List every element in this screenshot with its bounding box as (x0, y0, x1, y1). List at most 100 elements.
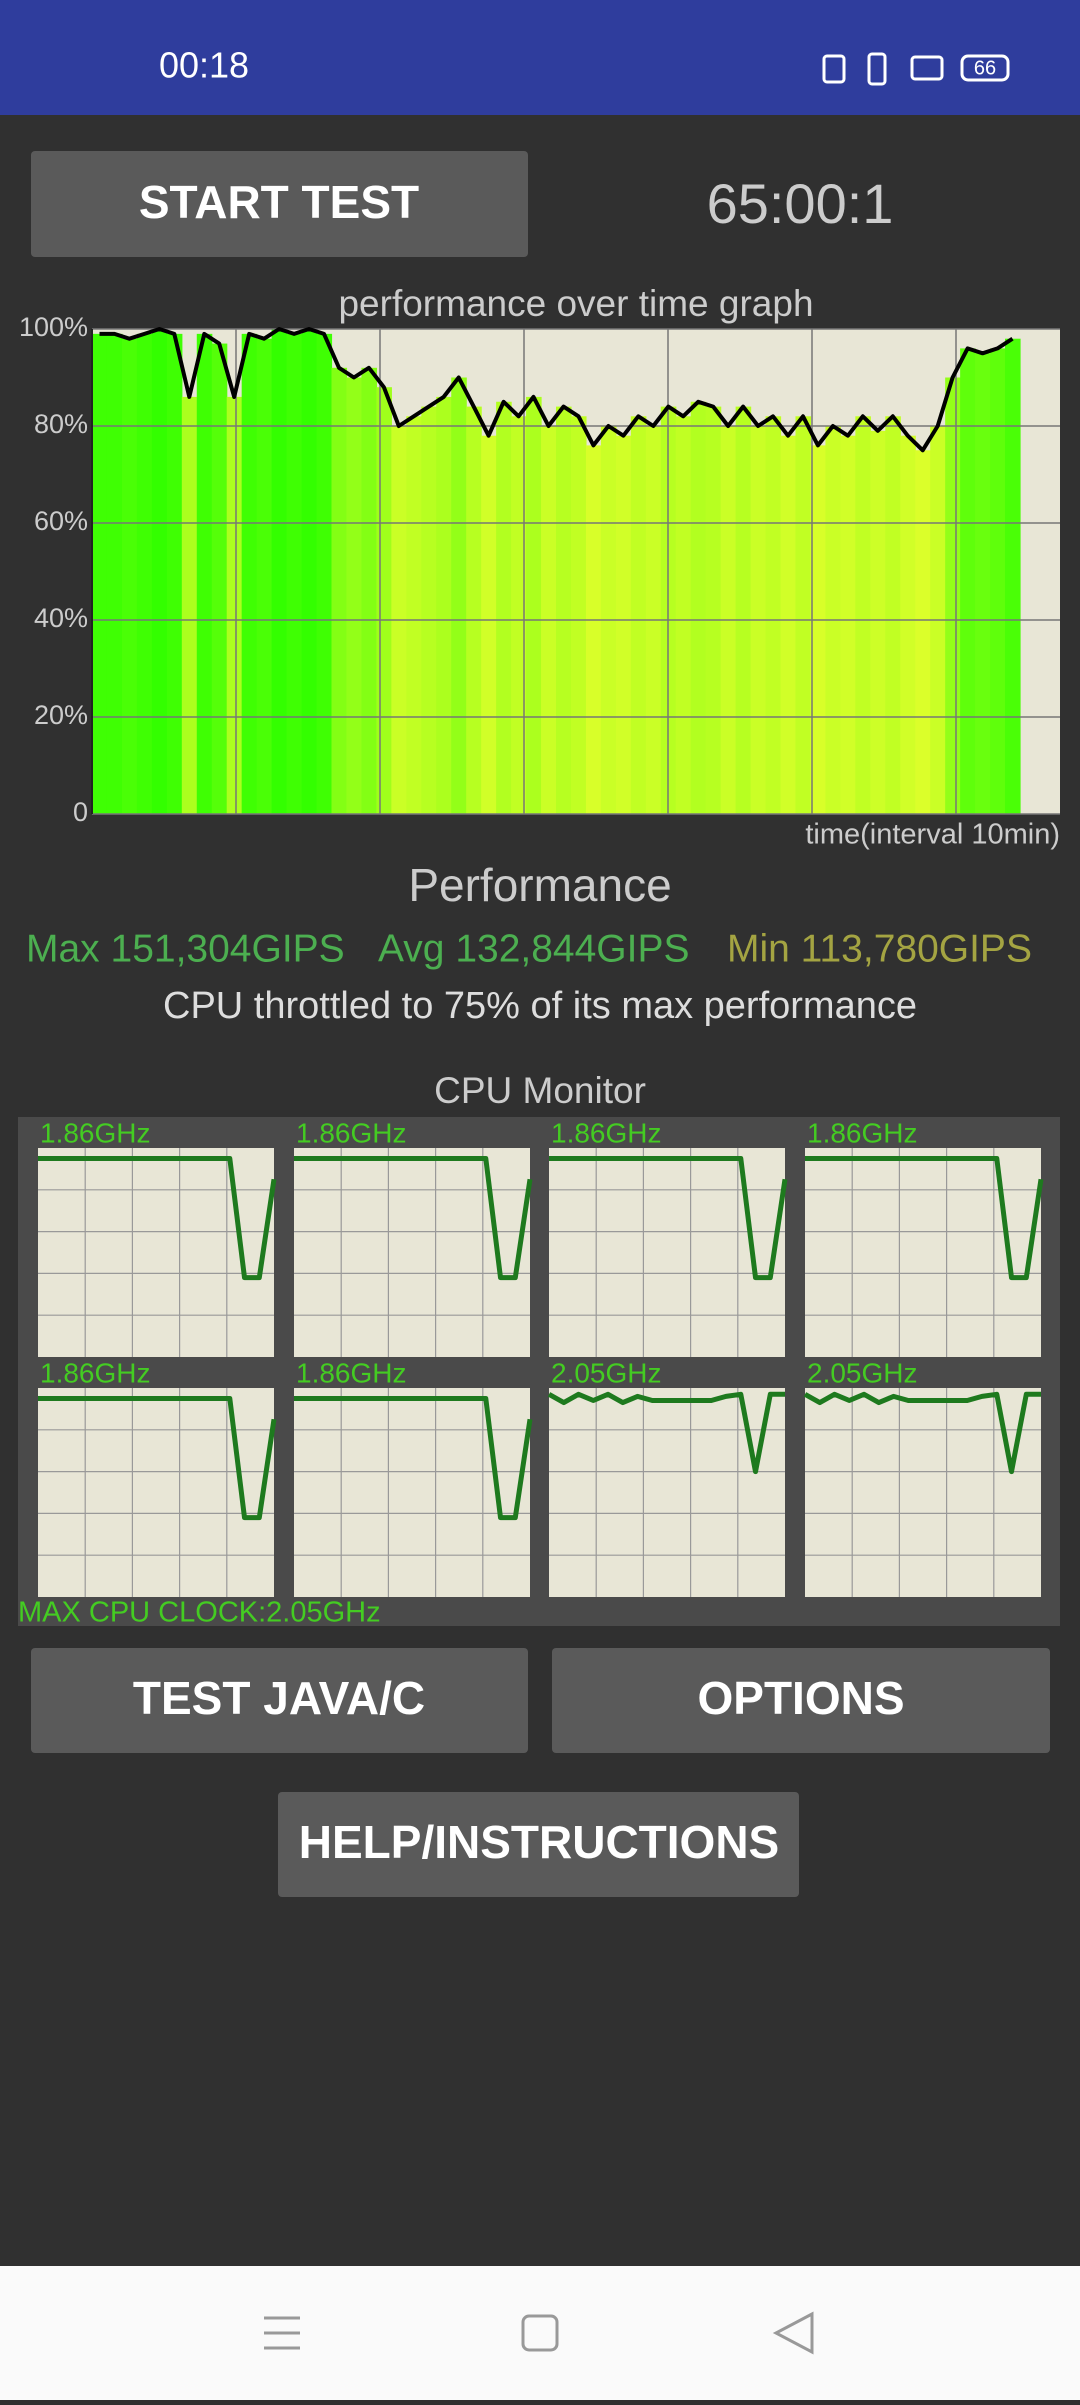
performance-bar (960, 348, 976, 814)
performance-bar (406, 416, 422, 814)
core-frequency-label: 2.05GHz (551, 1357, 662, 1388)
y-tick-label: 60% (34, 506, 88, 536)
help-label[interactable]: HELP/INSTRUCTIONS (299, 1816, 779, 1868)
performance-bar (256, 338, 273, 814)
performance-bar (346, 377, 363, 814)
y-tick-label: 100% (19, 312, 88, 342)
core-frequency-line (38, 1396, 277, 1521)
avg-performance: Avg 132,844GIPS (378, 927, 690, 970)
performance-bar (376, 387, 392, 814)
performance-bar (675, 416, 692, 814)
core-frequency-label: 1.86GHz (40, 1357, 151, 1388)
performance-bar (900, 435, 916, 814)
nav-icons (264, 2311, 814, 2355)
performance-bar (181, 396, 198, 814)
timer: 65:00:1 (707, 172, 894, 235)
options-button[interactable] (552, 1648, 1050, 1753)
performance-line (99, 327, 1014, 453)
y-tick-label: 0 (73, 797, 88, 827)
core-frequency-line (38, 1156, 277, 1281)
performance-bar (990, 348, 1006, 814)
core-plot (549, 1388, 785, 1597)
core-frequency-line (294, 1156, 533, 1281)
performance-bar (885, 416, 901, 814)
core-frequency-label: 2.05GHz (807, 1357, 918, 1388)
core-plot (805, 1388, 1041, 1597)
y-tick-label: 80% (34, 409, 88, 439)
throttle-message: CPU throttled to 75% of its max performa… (163, 985, 917, 1027)
performance-bar (945, 377, 961, 814)
core-frequency-label: 1.86GHz (807, 1117, 918, 1148)
performance-bar (421, 406, 437, 814)
max-cpu-clock: MAX CPU CLOCK:2.05GHz (18, 1597, 381, 1629)
performance-bar (196, 333, 213, 814)
performance-bar (705, 406, 722, 814)
performance-bar (915, 450, 931, 814)
cpu-core-chart: 1.86GHz (38, 1357, 277, 1597)
core-plot (38, 1388, 274, 1597)
performance-bar (301, 329, 318, 814)
test-java-label[interactable]: TEST JAVA/C (133, 1672, 425, 1724)
performance-title: Performance (408, 859, 671, 911)
performance-bar (166, 333, 183, 814)
core-plot (294, 1148, 530, 1357)
performance-bar (855, 416, 871, 814)
core-frequency-label: 1.86GHz (551, 1117, 662, 1148)
performance-bar (975, 353, 991, 814)
graph-title: performance over time graph (338, 283, 813, 324)
plot: 0 20% 40% 60% 80% 100% (19, 312, 1060, 827)
performance-bar (211, 343, 228, 814)
core-plot (38, 1148, 274, 1357)
performance-bar (436, 396, 452, 814)
performance-bar (795, 416, 812, 814)
test-java-button[interactable] (31, 1648, 528, 1753)
performance-bar (241, 333, 258, 814)
min-performance: Min 113,780GIPS (727, 927, 1032, 970)
performance-bar (286, 333, 303, 814)
performance-bar (810, 445, 827, 814)
performance-bar (840, 435, 856, 814)
core-frequency-line (294, 1396, 533, 1521)
performance-bar (466, 406, 482, 814)
y-tick-label: 40% (34, 603, 88, 633)
core-frequency-line (549, 1156, 788, 1281)
core-plot (805, 1148, 1041, 1357)
performance-bar (121, 338, 138, 814)
performance-bar (106, 333, 123, 814)
performance-bar (630, 416, 647, 814)
performance-bar (361, 367, 377, 814)
performance-bar (690, 401, 707, 814)
performance-bar (735, 406, 752, 814)
menu-icon[interactable] (264, 2316, 300, 2350)
status-bar (0, 0, 1080, 115)
start-test-label[interactable]: START TEST (139, 176, 419, 228)
performance-bar (226, 396, 243, 814)
performance-bar (870, 430, 886, 814)
status-icons (822, 52, 1010, 86)
performance-bar (136, 333, 153, 814)
y-tick-label: 20% (34, 700, 88, 730)
performance-bar (526, 396, 542, 814)
cpu-core-chart: 1.86GHz (549, 1117, 788, 1357)
back-icon[interactable] (772, 2311, 814, 2355)
start-test-button[interactable] (31, 151, 528, 257)
core-plot (294, 1388, 530, 1597)
performance-bar (585, 445, 602, 814)
performance-bar (451, 377, 467, 814)
core-plot (549, 1148, 785, 1357)
performance-bar (780, 435, 797, 814)
options-label[interactable]: OPTIONS (697, 1672, 904, 1724)
core-frequency-label: 1.86GHz (296, 1357, 407, 1388)
performance-bar (765, 416, 782, 814)
performance-bar (271, 329, 288, 814)
help-button[interactable] (278, 1792, 799, 1897)
performance-bar (481, 435, 497, 814)
home-icon[interactable] (521, 2314, 559, 2352)
cpu-core-chart: 2.05GHz (803, 1357, 1041, 1597)
max-performance: Max 151,304GIPS (26, 927, 345, 970)
performance-bar (511, 416, 527, 814)
core-frequency-label: 1.86GHz (40, 1117, 151, 1148)
performance-bar (92, 333, 108, 814)
